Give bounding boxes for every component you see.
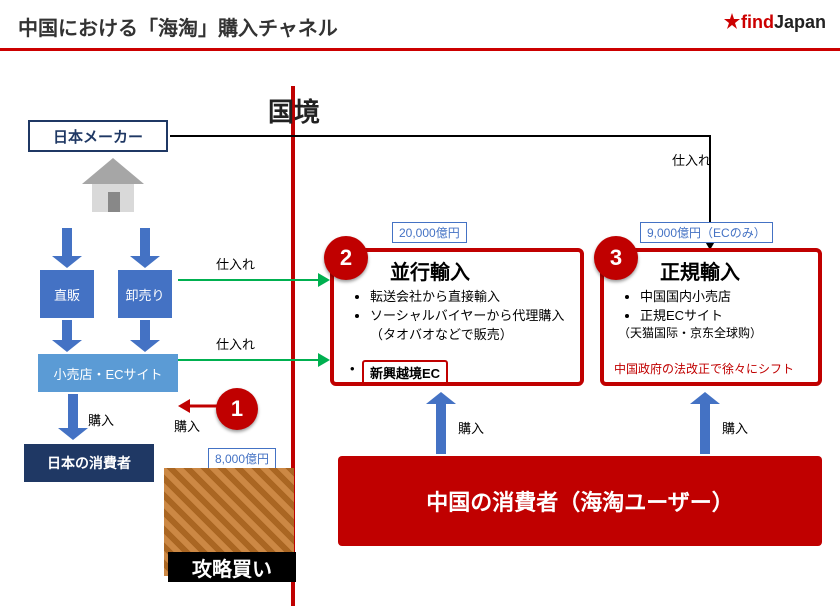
parallel-import-box: 並行輸入 転送会社から直接輸入 ソーシャルバイヤーから代理購入（タオバオなどで販… — [330, 248, 584, 386]
house-icon — [78, 156, 148, 216]
parallel-highlight: 新興越境EC — [362, 360, 448, 385]
retail-box: 小売店・ECサイト — [38, 354, 178, 392]
maker-box: 日本メーカー — [28, 120, 168, 152]
shiire-1: 仕入れ — [216, 254, 255, 273]
purchase-label-3: 購入 — [722, 418, 748, 437]
logo-find: find — [741, 12, 774, 32]
badge-3: 3 — [594, 236, 638, 280]
value-3: 9,000億円（ECのみ） — [640, 222, 773, 243]
attack-buy-banner: 攻略買い — [168, 552, 296, 582]
badge-1: 1 — [216, 388, 258, 430]
logo: findJapan — [723, 12, 826, 33]
arrow-purchase-2 — [426, 392, 456, 454]
value-2: 20,000億円 — [392, 222, 467, 243]
arrow-1-to-retail — [178, 396, 220, 416]
official-note: 中国政府の法改正で徐々にシフト — [614, 360, 794, 377]
header-divider — [0, 48, 840, 51]
arrow-wholesale-retail — [130, 320, 160, 352]
page-title: 中国における「海淘」購入チャネル — [18, 12, 338, 41]
header: 中国における「海淘」購入チャネル findJapan — [0, 0, 840, 48]
official-b2: 正規ECサイト — [640, 307, 817, 326]
purchase-label-jp: 購入 — [88, 410, 114, 429]
parallel-b1: 転送会社から直接輸入 — [370, 288, 572, 307]
arrow-green-2 — [178, 352, 330, 368]
parallel-title: 並行輸入 — [390, 256, 470, 285]
arrow-maker-wholesale — [130, 228, 160, 268]
logo-japan: Japan — [774, 12, 826, 32]
shiire-3: 仕入れ — [672, 150, 711, 169]
direct-sales-box: 直販 — [40, 270, 94, 318]
jp-consumer-box: 日本の消費者 — [24, 444, 154, 482]
arrow-direct-retail — [52, 320, 82, 352]
cn-consumer-box: 中国の消費者（海淘ユーザー） — [338, 456, 822, 546]
arrow-purchase-3 — [690, 392, 720, 454]
arrow-green-1 — [178, 272, 330, 288]
purchase-label-1: 購入 — [174, 416, 200, 435]
official-title: 正規輸入 — [660, 256, 740, 285]
slide: 中国における「海淘」購入チャネル findJapan 国境 日本メーカー 直販 … — [0, 0, 840, 609]
arrow-maker-direct — [52, 228, 82, 268]
arrow-retail-consumer — [58, 394, 88, 440]
official-b2sub: （天猫国际・京东全球购） — [618, 324, 762, 341]
official-b1: 中国国内小売店 — [640, 288, 817, 307]
wholesale-box: 卸売り — [118, 270, 172, 318]
shiire-2: 仕入れ — [216, 334, 255, 353]
parallel-b2: ソーシャルバイヤーから代理購入（タオバオなどで販売） — [370, 307, 572, 345]
value-1: 8,000億円 — [208, 448, 276, 469]
border-label: 国境 — [268, 92, 320, 129]
badge-2: 2 — [324, 236, 368, 280]
purchase-label-2: 購入 — [458, 418, 484, 437]
